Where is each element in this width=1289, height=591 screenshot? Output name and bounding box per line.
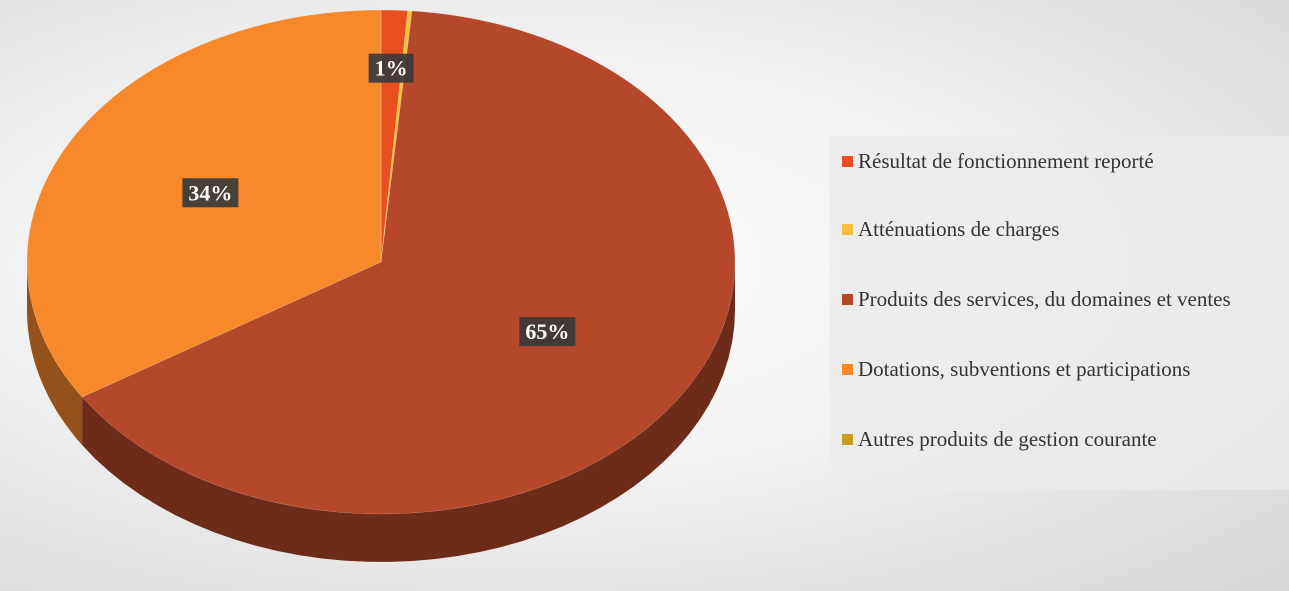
legend-label: Autres produits de gestion courante (858, 427, 1157, 451)
legend-label: Atténuations de charges (858, 217, 1060, 241)
data-label: 65% (525, 319, 569, 344)
legend-entry: Résultat de fonctionnement reporté (842, 148, 1287, 175)
legend-entry: Produits des services, du domaines et ve… (842, 286, 1287, 313)
data-label: 1% (375, 56, 408, 81)
data-label-box (182, 178, 239, 208)
data-label-box (519, 317, 576, 347)
legend-label: Produits des services, du domaines et ve… (858, 287, 1231, 311)
slice-side (27, 262, 83, 446)
legend-entry: Atténuations de charges (842, 216, 1287, 243)
legend-entry: Dotations, subventions et participations (842, 356, 1287, 383)
legend-label: Dotations, subventions et participations (858, 357, 1191, 381)
slice (81, 10, 736, 515)
data-label-box (368, 53, 414, 83)
legend: Résultat de fonctionnement reporté Atténu… (830, 136, 1289, 490)
legend-label: Résultat de fonctionnement reporté (858, 149, 1154, 173)
data-label: 34% (188, 180, 232, 205)
legend-entry: Autres produits de gestion courante (842, 426, 1287, 453)
legend-swatch (842, 294, 853, 305)
legend-swatch (842, 364, 853, 375)
legend-swatch (842, 434, 853, 445)
legend-swatch (842, 156, 853, 167)
slice-side (82, 262, 736, 562)
legend-swatch (842, 224, 853, 235)
